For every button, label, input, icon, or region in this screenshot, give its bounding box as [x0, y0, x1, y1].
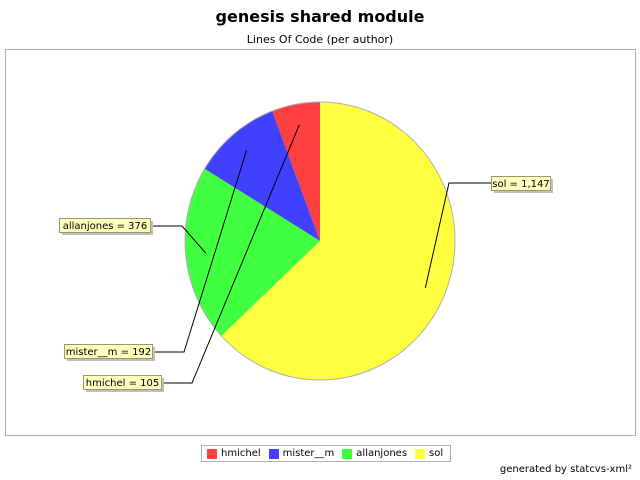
leader-line-allanjones: [150, 225, 207, 254]
legend-item-hmichel: hmichel: [207, 448, 261, 459]
legend-swatch-hmichel: [207, 448, 217, 459]
legend-item-sol: sol: [415, 448, 443, 459]
slice-label-text-sol: sol = 1,147: [492, 179, 549, 190]
legend-swatch-mister__m: [268, 448, 279, 459]
pie-slice-allanjones: [184, 168, 320, 337]
legend-item-mister__m: mister__m: [268, 448, 335, 459]
slice-label-text-allanjones: allanjones = 376: [63, 221, 148, 232]
pie-outline: [184, 101, 456, 381]
legend-swatch-allanjones: [342, 448, 353, 459]
slice-label-allanjones: allanjones = 376: [59, 218, 153, 235]
legend-label-hmichel: hmichel: [221, 448, 261, 459]
legend-label-allanjones: allanjones: [356, 448, 408, 459]
slice-label-mister__m: mister__m = 192: [64, 344, 155, 361]
pie-slice-hmichel: [272, 102, 320, 241]
legend-label-sol: sol: [429, 448, 444, 459]
slice-label-text-mister__m: mister__m = 192: [66, 347, 151, 358]
slice-label-hmichel: hmichel = 105: [83, 375, 164, 392]
footer-credit: generated by statcvs-xml²: [499, 464, 632, 475]
chart-title: genesis shared module: [215, 7, 425, 26]
legend: hmichel mister__m allanjones sol: [201, 445, 452, 462]
legend-item-allanjones: allanjones: [342, 448, 407, 459]
pie-slice-mister__m: [204, 111, 320, 241]
chart-subtitle: Lines Of Code (per author): [246, 33, 394, 46]
legend-swatch-sol: [415, 448, 426, 459]
leader-line-sol: [424, 182, 491, 289]
leader-line-hmichel: [161, 124, 300, 384]
slice-label-sol: sol = 1,147: [491, 176, 553, 193]
legend-label-mister__m: mister__m: [282, 448, 335, 459]
leader-line-mister__m: [152, 150, 248, 353]
pie-slice-sol: [221, 102, 456, 380]
slice-label-text-hmichel: hmichel = 105: [86, 378, 159, 389]
